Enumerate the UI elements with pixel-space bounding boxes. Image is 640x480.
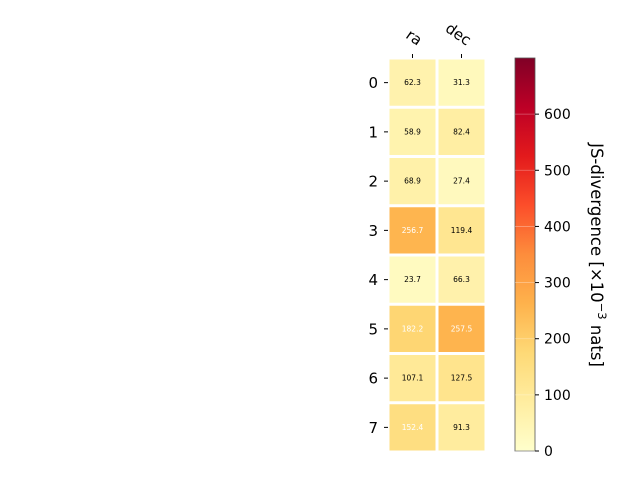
colorbar-label: JS-divergence [×10−3 nats] bbox=[587, 142, 609, 367]
heatmap-cell bbox=[389, 207, 436, 254]
row-tick-label: 0 bbox=[368, 74, 378, 92]
cell-value-label: 119.4 bbox=[451, 226, 473, 235]
cell-value-label: 82.4 bbox=[453, 127, 470, 136]
heatmap-cell bbox=[438, 256, 485, 303]
cell-value-label: 182.2 bbox=[402, 324, 424, 333]
heatmap-cell bbox=[389, 355, 436, 402]
heatmap-cell bbox=[438, 207, 485, 254]
heatmap-cell bbox=[438, 108, 485, 155]
cell-value-label: 257.5 bbox=[451, 324, 473, 333]
column-tick-label: ra bbox=[403, 26, 426, 50]
colorbar-tick-label: 100 bbox=[544, 388, 571, 404]
cell-value-label: 58.9 bbox=[404, 127, 421, 136]
colorbar-tick-label: 300 bbox=[544, 276, 571, 292]
heatmap-cell bbox=[438, 355, 485, 402]
heatmap-cells bbox=[389, 59, 485, 451]
cell-value-label: 62.3 bbox=[404, 78, 421, 87]
heatmap-cell bbox=[389, 305, 436, 352]
row-tick-label: 1 bbox=[368, 123, 378, 141]
column-tick-labels: ra dec bbox=[403, 19, 475, 58]
cell-value-label: 256.7 bbox=[402, 226, 424, 235]
heatmap-cell bbox=[438, 59, 485, 106]
cell-value-label: 23.7 bbox=[404, 275, 421, 284]
cell-value-label: 107.1 bbox=[402, 374, 424, 383]
colorbar-tick-label: 200 bbox=[544, 332, 571, 348]
heatmap-cell bbox=[389, 108, 436, 155]
column-tick-label: dec bbox=[442, 19, 474, 49]
heatmap-cell bbox=[389, 404, 436, 451]
row-tick-label: 2 bbox=[368, 173, 378, 191]
cell-labels: 62.3 31.3 58.9 82.4 68.9 27.4 256.7 119.4 23.7 66… bbox=[402, 78, 473, 432]
heatmap-cell bbox=[389, 256, 436, 303]
cell-value-label: 127.5 bbox=[451, 374, 473, 383]
heatmap-cell bbox=[438, 158, 485, 205]
cell-value-label: 152.4 bbox=[402, 423, 424, 432]
colorbar-tick-label: 400 bbox=[544, 219, 571, 235]
colorbar-tick-label: 500 bbox=[544, 163, 571, 179]
cell-value-label: 66.3 bbox=[453, 275, 470, 284]
row-tick-label: 7 bbox=[368, 419, 378, 437]
row-tick-label: 6 bbox=[368, 370, 378, 388]
colorbar-tick-label: 600 bbox=[544, 107, 571, 123]
cell-value-label: 68.9 bbox=[404, 177, 421, 186]
cell-value-label: 27.4 bbox=[453, 177, 470, 186]
heatmap-cell bbox=[438, 305, 485, 352]
colorbar-gradient bbox=[514, 57, 536, 452]
cell-value-label: 91.3 bbox=[453, 423, 470, 432]
colorbar-tick-label: 0 bbox=[544, 444, 553, 460]
heatmap-cell bbox=[438, 404, 485, 451]
row-tick-labels: 0 1 2 3 4 5 6 7 bbox=[368, 74, 388, 437]
row-tick-label: 3 bbox=[368, 222, 378, 240]
heatmap-cell bbox=[389, 158, 436, 205]
row-tick-label: 5 bbox=[368, 320, 378, 338]
cell-value-label: 31.3 bbox=[453, 78, 470, 87]
row-tick-label: 4 bbox=[368, 271, 378, 289]
colorbar: 0 100 200 300 400 500 600 bbox=[514, 57, 571, 460]
heatmap-cell bbox=[389, 59, 436, 106]
